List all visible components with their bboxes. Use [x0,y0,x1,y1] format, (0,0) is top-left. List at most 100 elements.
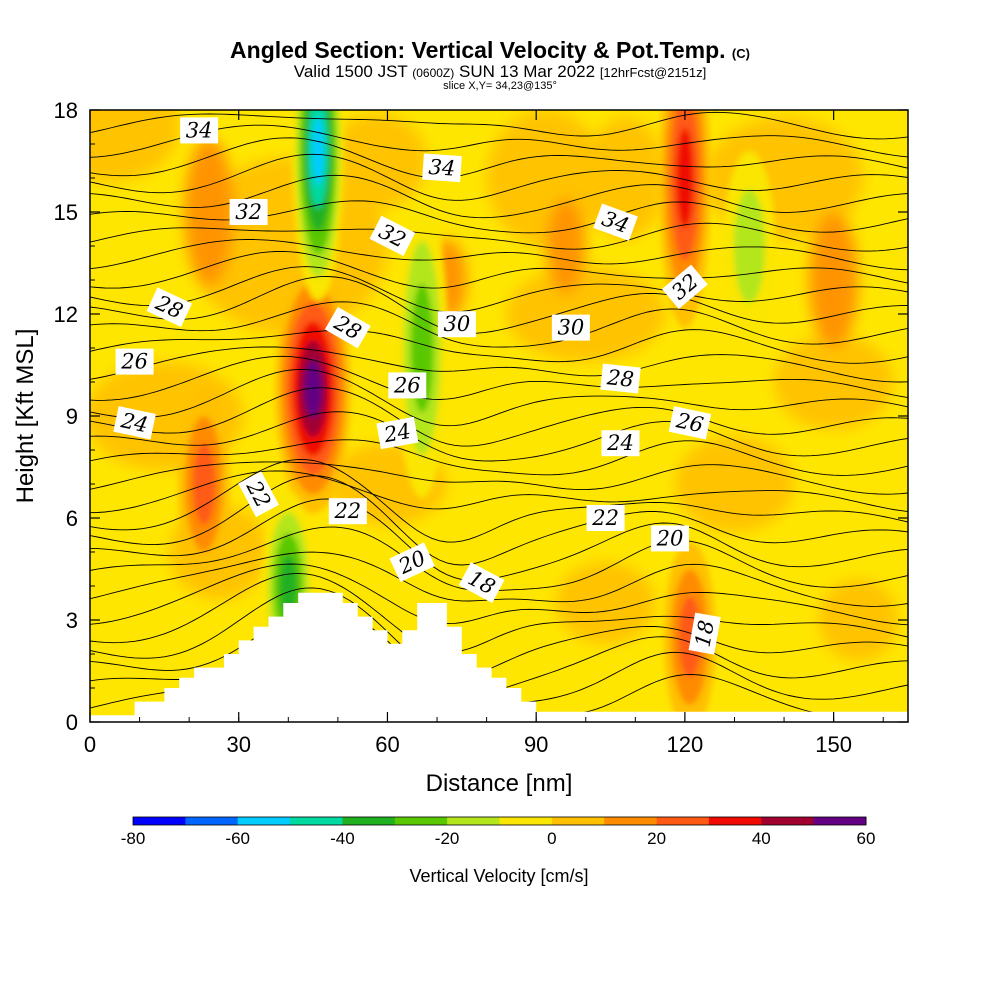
isentrope [90,475,908,566]
isentrope [90,250,908,289]
contour-label-text: 24 [118,408,150,437]
isentrope [90,355,908,401]
contour-label-box [437,311,476,338]
contour-label-text: 24 [381,419,412,447]
contour-label-text: 30 [558,316,585,340]
colorbar-label: Vertical Velocity [cm/s] [409,866,588,886]
colorbar-swatch [551,817,605,825]
isentrope [90,200,908,234]
plot-area [90,110,908,722]
contour-label-box [115,348,154,375]
velocity-level [676,128,694,228]
contour-label-text: 34 [428,155,456,181]
contour-label-text: 22 [591,506,619,530]
contour-label-box [688,612,721,655]
velocity-level [312,116,325,186]
colorbar-swatch [656,817,710,825]
isentrope [90,563,908,626]
colorbar-swatch [342,817,396,825]
isentrope [90,461,908,495]
contour-label-text: 28 [605,365,635,392]
terrain [90,592,908,722]
colorbar-swatch [237,817,291,825]
feature-updraft-core [275,263,352,514]
contour-label-box [661,264,708,309]
isentrope [90,551,908,607]
colorbar-tick-label: 20 [647,829,666,848]
contour-label-box [328,498,367,525]
colorbar-swatch [394,817,448,825]
x-tick-label: 0 [84,732,96,757]
background-bands [90,110,899,661]
isentrope [90,329,908,364]
contour-label-text: 18 [691,618,719,648]
contour-label-text: 26 [120,350,148,374]
isentrope [90,346,908,383]
contour-label-text: 24 [606,431,634,455]
colorbar-swatch [447,817,500,825]
x-tick-label: 60 [375,732,399,757]
contour-label-box [651,525,689,552]
band [556,562,656,644]
colorbar: -80 -60 -40 -20 0 20 40 60 [121,816,876,848]
title-mark: (C) [732,46,750,61]
isentrope-lines [90,111,908,719]
contour-label-box [593,203,638,241]
colorbar-tick-label: -80 [121,829,146,848]
slice-text: slice X,Y= 34,23@135° [443,80,557,92]
contour-label-box [586,505,625,531]
isentrope [90,368,908,427]
contour-label-text: 30 [444,312,471,336]
colorbar-swatch [185,817,239,825]
contour-label-box [113,406,156,440]
colorbar-swatch [290,817,343,825]
band [818,579,899,661]
isentrope [90,266,908,313]
contour-label-box [601,430,640,457]
contour-label: 28 [600,363,641,394]
isentrope [90,458,908,543]
contour-label-box [376,416,419,450]
contour-label: 32 [229,199,268,225]
x-axis-title: Distance [nm] [426,770,573,797]
isentrope [90,222,908,252]
contour-label-box [180,117,219,144]
contour-label: 24 [601,430,640,457]
chart-title: Angled Section: Vertical Velocity & Pot.… [230,37,750,63]
isentrope [90,387,908,447]
contour-label-box [229,199,268,225]
band [506,266,666,362]
isentrope [90,411,908,462]
isentrope [90,174,908,219]
y-tick-label: 15 [54,200,78,225]
x-tick-label: 120 [667,732,704,757]
isentrope [90,137,908,179]
colorbar-tick-label: 60 [857,829,876,848]
contour-label-box [146,287,193,328]
axes: 0 30 60 90 120 150 0 3 6 9 12 15 18 [54,98,908,757]
feature-updraft-east-lower [663,542,716,722]
contour-label: 22 [586,505,625,531]
contour-label: 24 [113,406,156,440]
contour-label-box [324,306,371,349]
colorbar-frame [132,816,867,826]
velocity-level [304,359,322,418]
colorbar-tick-label: -40 [330,829,355,848]
band [546,198,586,294]
contour-label: 34 [422,153,462,183]
y-tick-label: 12 [54,302,78,327]
isentrope [90,124,908,158]
contour-label-text: 26 [673,408,705,437]
isentrope [90,587,908,678]
isentrope [90,239,908,271]
velocity-level [733,189,765,303]
band [90,110,180,182]
colorbar-swatch [708,817,762,825]
band [674,436,794,532]
contour-label: 34 [180,117,219,144]
contour-label: 20 [651,525,689,552]
feature-updraft-west [178,389,231,579]
contour-label-text: 34 [186,118,213,142]
colorbar-swatch [813,817,867,825]
colorbar-tick-label: 40 [752,829,771,848]
